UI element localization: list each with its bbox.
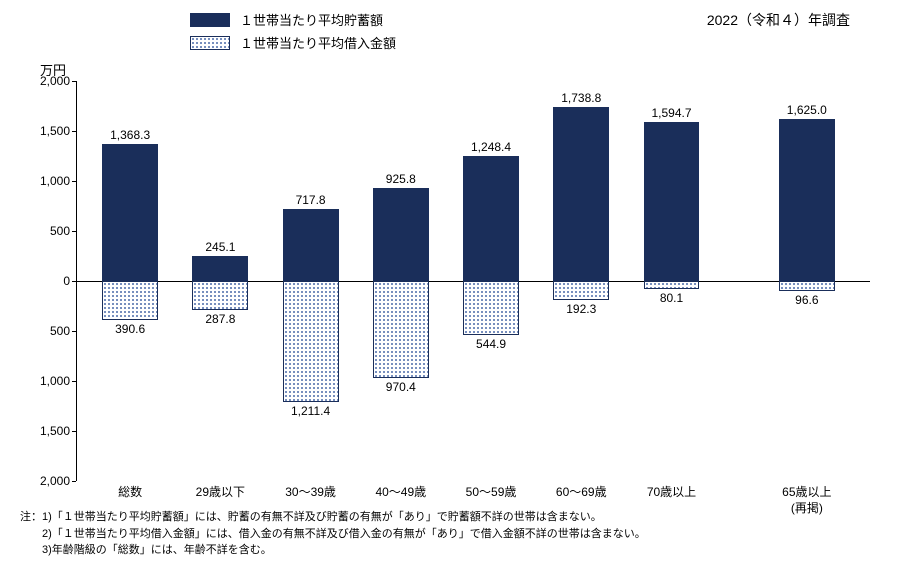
bar-label-savings: 1,368.3: [110, 128, 150, 142]
bar-debt: [373, 281, 429, 378]
y-axis-label: 万円: [40, 60, 880, 79]
bar-label-debt: 96.6: [795, 293, 818, 307]
legend: １世帯当たり平均貯蓄額 １世帯当たり平均借入金額: [190, 10, 396, 56]
bar-debt: [779, 281, 835, 291]
legend-label-debt: １世帯当たり平均借入金額: [240, 33, 396, 52]
y-tick-label: 2,000: [40, 74, 70, 88]
bar-label-debt: 287.8: [205, 312, 235, 326]
y-tick-label: 500: [50, 324, 70, 338]
y-tick-label: 2,000: [40, 474, 70, 488]
category-label: 60～69歳: [556, 485, 607, 501]
bar-debt: [553, 281, 609, 300]
category-label: 総数: [118, 485, 142, 501]
bar-label-debt: 390.6: [115, 322, 145, 336]
category-label: 40～49歳: [375, 485, 426, 501]
bar-savings: [463, 156, 519, 281]
bar-label-savings: 717.8: [296, 193, 326, 207]
bar-savings: [779, 119, 835, 282]
bar-debt: [283, 281, 339, 402]
y-tick-label: 500: [50, 224, 70, 238]
bar-savings: [283, 209, 339, 281]
bar-label-savings: 1,625.0: [787, 103, 827, 117]
category-label: 30～39歳: [285, 485, 336, 501]
bar-debt: [192, 281, 248, 310]
bar-savings: [553, 107, 609, 281]
note-3: 3)年齢階級の「総数」には、年齢不詳を含む。: [20, 542, 880, 559]
bar-label-savings: 245.1: [205, 240, 235, 254]
bar-savings: [644, 122, 700, 281]
legend-label-savings: １世帯当たり平均貯蓄額: [240, 10, 383, 29]
bar-label-savings: 925.8: [386, 172, 416, 186]
footnotes: 注：1)「１世帯当たり平均貯蓄額」には、貯蓄の有無不詳及び貯蓄の有無が「あり」で…: [20, 509, 880, 559]
legend-swatch-debt: [190, 36, 230, 50]
bar-label-savings: 1,248.4: [471, 140, 511, 154]
bar-label-savings: 1,738.8: [561, 91, 601, 105]
bar-label-debt: 192.3: [566, 302, 596, 316]
y-tick-label: 1,500: [40, 424, 70, 438]
bar-label-debt: 1,211.4: [291, 404, 330, 418]
bar-debt: [644, 281, 700, 289]
bar-label-debt: 80.1: [660, 291, 683, 305]
legend-swatch-savings: [190, 13, 230, 27]
category-label: 65歳以上(再掲): [782, 485, 831, 516]
y-tick-label: 1,500: [40, 124, 70, 138]
category-label: 29歳以下: [196, 485, 245, 501]
y-tick-label: 0: [63, 274, 70, 288]
chart-area: 05001,0001,5002,0005001,0001,5002,0001,3…: [76, 81, 870, 481]
note-2: 2)「１世帯当たり平均借入金額」には、借入金の有無不詳及び借入金の有無が「あり」…: [20, 526, 880, 543]
legend-debt: １世帯当たり平均借入金額: [190, 33, 396, 52]
y-tick-label: 1,000: [40, 174, 70, 188]
category-label: 70歳以上: [647, 485, 696, 501]
survey-year: 2022（令和４）年調査: [707, 10, 850, 30]
bar-debt: [102, 281, 158, 320]
bar-savings: [192, 256, 248, 281]
legend-savings: １世帯当たり平均貯蓄額: [190, 10, 396, 29]
bar-label-debt: 970.4: [386, 380, 416, 394]
bar-debt: [463, 281, 519, 335]
y-tick-label: 1,000: [40, 374, 70, 388]
bar-label-debt: 544.9: [476, 337, 506, 351]
bar-savings: [102, 144, 158, 281]
header-row: １世帯当たり平均貯蓄額 １世帯当たり平均借入金額 2022（令和４）年調査: [20, 10, 880, 56]
note-1: 注：1)「１世帯当たり平均貯蓄額」には、貯蓄の有無不詳及び貯蓄の有無が「あり」で…: [20, 509, 880, 526]
category-label: 50～59歳: [466, 485, 517, 501]
bar-label-savings: 1,594.7: [651, 106, 691, 120]
bar-savings: [373, 188, 429, 281]
